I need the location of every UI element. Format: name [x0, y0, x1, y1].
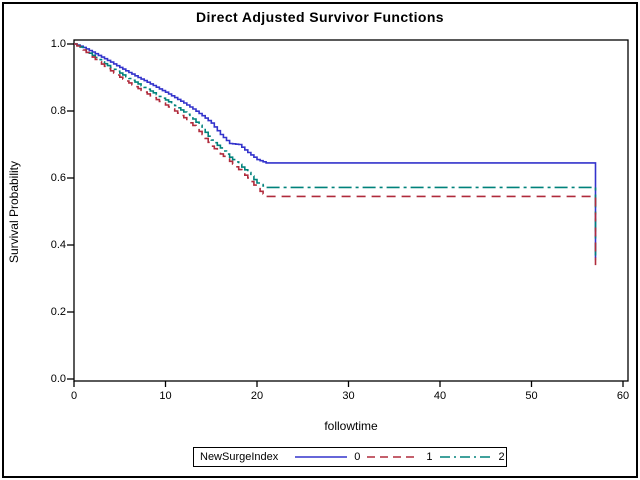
legend-label-series-1: 1	[426, 451, 433, 463]
legend-title: NewSurgeIndex	[200, 451, 279, 463]
x-tick-label: 60	[616, 390, 630, 402]
y-tick-label: 0.8	[50, 105, 66, 117]
legend-line-sample-series-0	[295, 456, 348, 458]
x-tick-label: 10	[159, 390, 172, 402]
y-tick-label: 0.4	[50, 239, 66, 251]
legend-label-series-2: 2	[498, 451, 505, 463]
legend-box: NewSurgeIndex 0 1 2	[193, 447, 507, 467]
x-tick-label: 0	[70, 390, 78, 402]
survival-curve-series-0	[74, 43, 597, 259]
x-axis-title: followtime	[324, 419, 378, 433]
y-tick-label: 0.0	[50, 373, 66, 385]
legend-line-sample-series-1	[367, 456, 420, 458]
y-tick-label: 0.6	[50, 172, 66, 184]
axis-frame	[73, 39, 629, 382]
survival-curve-series-2	[74, 43, 597, 261]
survival-curve-series-1	[74, 43, 597, 266]
legend-label-series-0: 0	[354, 451, 361, 463]
x-tick-label: 40	[433, 390, 447, 402]
y-axis-title: Survival Probability	[7, 160, 21, 264]
legend-line-sample-series-2	[439, 456, 492, 458]
x-tick-label: 20	[250, 390, 264, 402]
x-tick-label: 30	[342, 390, 355, 402]
y-tick-label: 1.0	[50, 38, 66, 50]
x-tick-label: 50	[525, 390, 538, 402]
y-tick-label: 0.2	[50, 306, 66, 318]
chart-title: Direct Adjusted Survivor Functions	[195, 9, 444, 25]
